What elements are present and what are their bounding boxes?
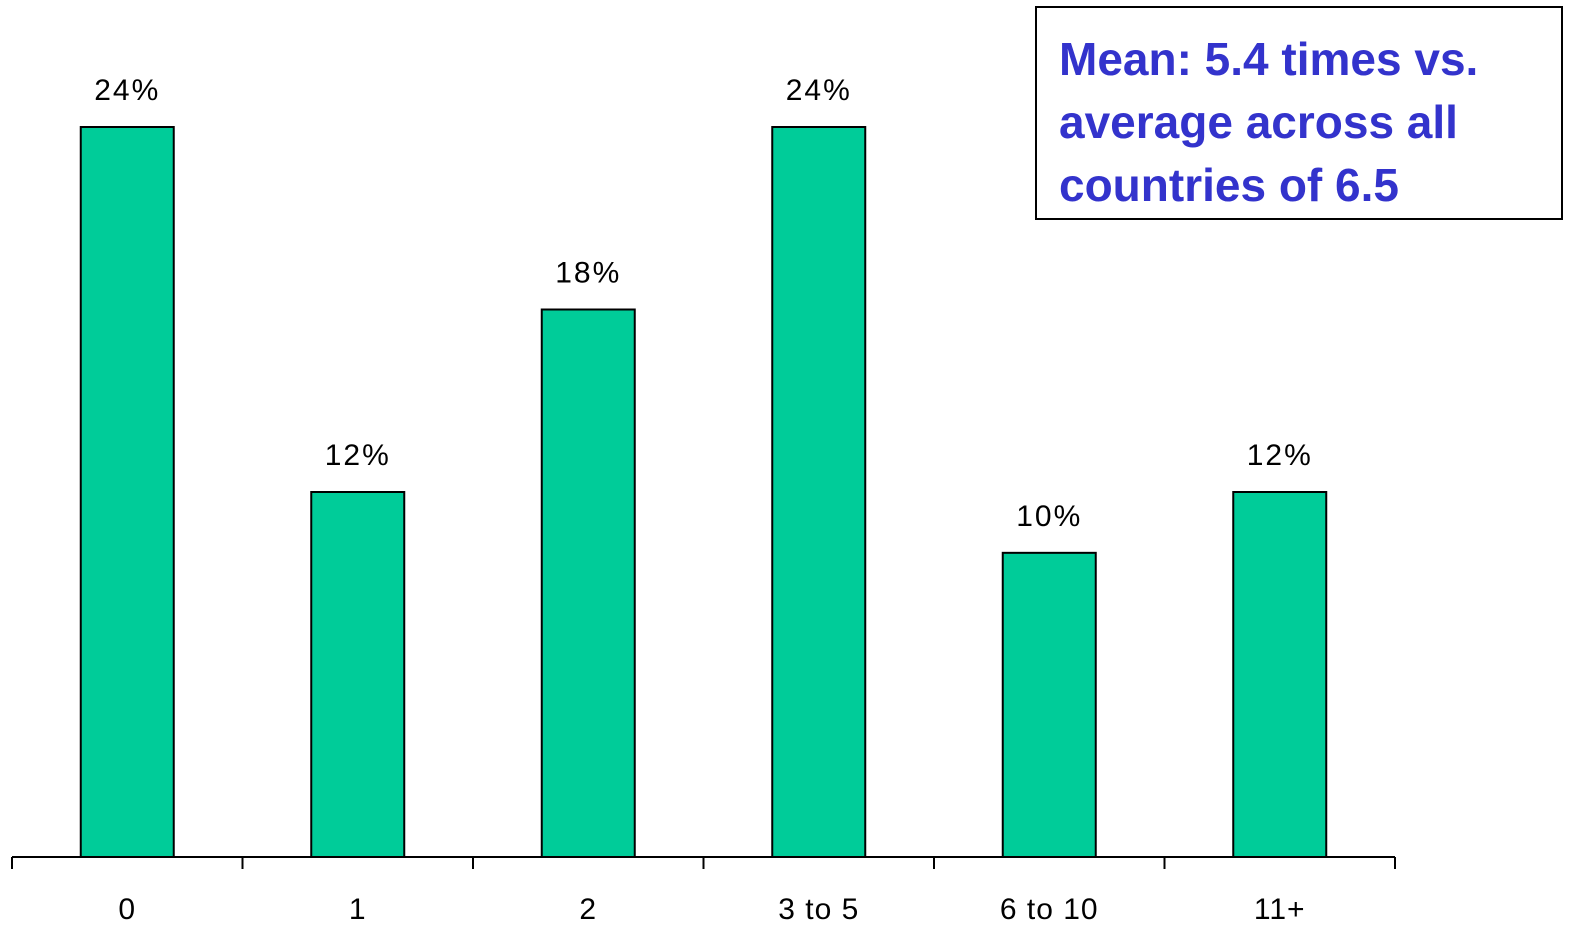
data-labels-layer: 24% 12% 18% 24% 10% 12% [94,74,1313,533]
x-tick-label: 0 [118,893,136,926]
data-label: 24% [94,74,160,107]
x-tick-label: 11+ [1254,893,1306,926]
bar-0 [79,126,175,858]
bar-3-to-5 [771,126,867,858]
mean-annotation-box: Mean: 5.4 times vs. average across all c… [1035,6,1563,220]
x-tick-label: 1 [349,893,367,926]
mean-annotation-line-1: Mean: 5.4 times vs. [1059,33,1479,85]
mean-annotation-line-3: countries of 6.5 [1059,159,1399,211]
x-axis [11,856,1396,869]
x-tick-labels-layer: 0 1 2 3 to 5 6 to 10 11+ [118,893,1306,926]
bar-6-to-10 [1001,551,1097,858]
data-label: 12% [1247,439,1313,472]
x-tick-label: 2 [579,893,597,926]
data-label: 12% [325,439,391,472]
mean-annotation-line-2: average across all [1059,96,1458,148]
x-tick-label: 3 to 5 [778,893,859,926]
data-label: 24% [786,74,852,107]
data-label: 18% [555,257,621,290]
data-label: 10% [1016,500,1082,533]
x-tick-label: 6 to 10 [1000,893,1099,926]
bar-11plus [1232,491,1328,858]
bars-layer [79,126,1328,858]
bar-1 [310,491,406,858]
bar-2 [540,308,636,858]
